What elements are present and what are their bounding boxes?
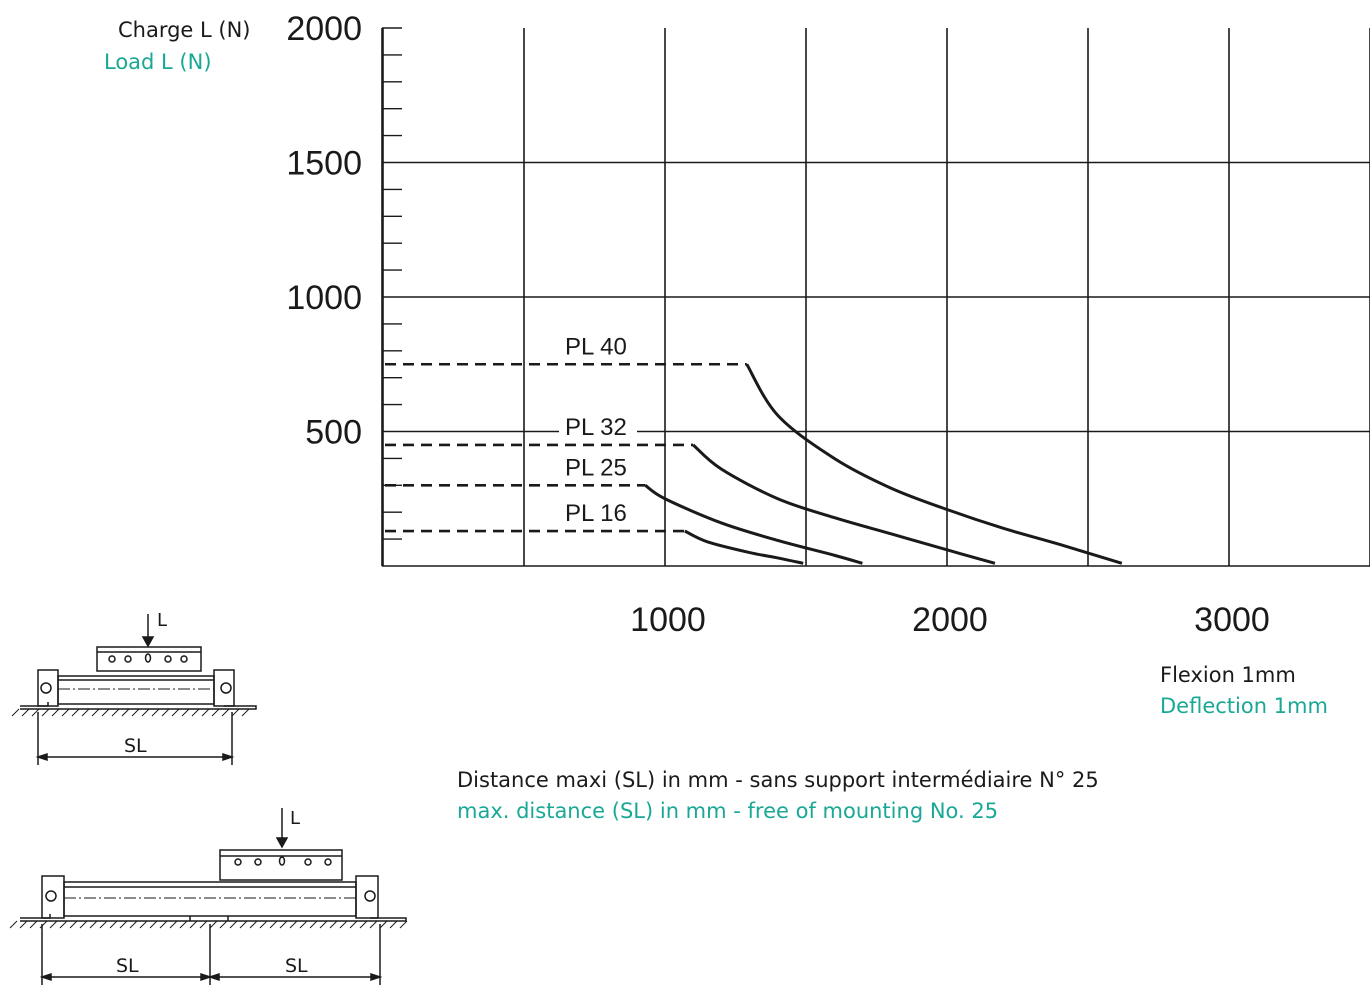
- series-label: PL 16: [565, 500, 627, 527]
- series-label: PL 25: [565, 454, 627, 481]
- diagram1-load-label: L: [157, 610, 167, 631]
- diagram2-span-left-label: SL: [116, 955, 139, 977]
- x-tick-label: 3000: [1194, 601, 1270, 639]
- x-tick-label: 2000: [912, 601, 988, 639]
- mounting-diagram-single: [11, 614, 257, 765]
- y-tick-label: 500: [305, 414, 362, 452]
- series-label: PL 32: [565, 414, 627, 441]
- chart-grid: [381, 28, 1370, 567]
- series-label: PL 40: [565, 333, 627, 360]
- y-tick-labels: 500 1000 1500 2000: [286, 10, 362, 452]
- series-label-bg: [559, 453, 637, 481]
- series-curve-pl32: [692, 443, 996, 565]
- end-cap-left-2: [41, 875, 65, 919]
- end-cap-right-2: [355, 875, 379, 919]
- load-arrow-head-2: [275, 837, 289, 849]
- load-arrow-head-1: [141, 636, 155, 648]
- mounting-diagram-double: [9, 808, 408, 985]
- x-tick-labels: 1000 2000 3000: [630, 601, 1270, 639]
- y-axis-label-fr: Charge L (N): [118, 18, 251, 42]
- series-label-bg: [559, 499, 637, 527]
- series-curve-pl25: [644, 484, 863, 565]
- series-curve-pl40: [745, 363, 1123, 565]
- carriage-2: [219, 849, 343, 881]
- chart-series: PL 40 PL 32 PL 25 PL 16: [385, 332, 1123, 565]
- caption-en: max. distance (SL) in mm - free of mount…: [457, 799, 998, 823]
- series-label-bg: [559, 332, 637, 360]
- series-label-bg: [559, 412, 637, 440]
- x-tick-label: 1000: [630, 601, 706, 639]
- series-curve-pl16: [684, 529, 804, 565]
- y-minor-ticks: [382, 27, 402, 540]
- y-tick-label: 1500: [286, 145, 362, 183]
- x-axis-label-en: Deflection 1mm: [1160, 694, 1328, 718]
- diagram1-span-label: SL: [124, 735, 147, 757]
- diagram2-load-label: L: [290, 808, 300, 829]
- x-axis-label-fr: Flexion 1mm: [1160, 663, 1296, 687]
- y-tick-label: 1000: [286, 279, 362, 317]
- y-axis-label-en: Load L (N): [104, 50, 212, 74]
- caption-fr: Distance maxi (SL) in mm - sans support …: [457, 768, 1099, 792]
- y-tick-label: 2000: [286, 10, 362, 48]
- diagram2-span-right-label: SL: [285, 955, 308, 977]
- carriage-1: [96, 646, 202, 672]
